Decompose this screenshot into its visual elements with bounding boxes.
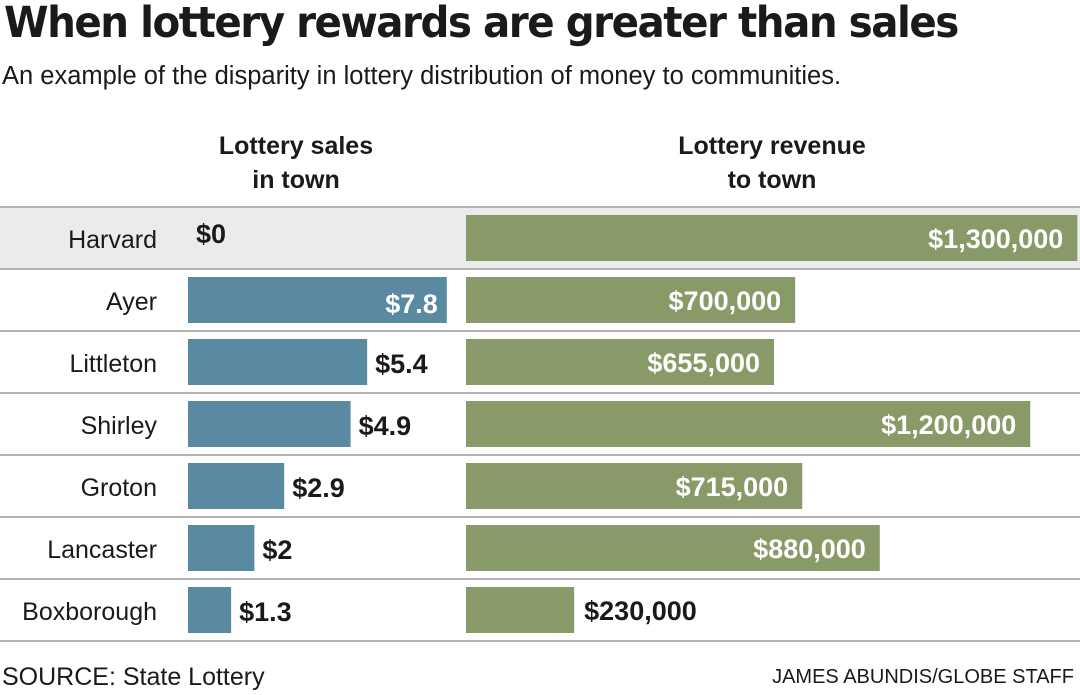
sales-value-label: $1.3 [239,597,292,627]
revenue-value-label: $880,000 [753,534,866,564]
sales-header-line1: Lottery sales [218,132,374,160]
credit-line: JAMES ABUNDIS/GLOBE STAFF [772,666,1074,688]
revenue-bar-harvard [466,215,1078,261]
row-label: Harvard [68,226,157,254]
chart-subtitle: An example of the disparity in lottery d… [2,62,842,90]
revenue-value-label: $655,000 [647,348,760,378]
sales-value-label: $2.9 [292,473,345,503]
row-label: Ayer [106,288,157,316]
row-label: Lancaster [47,536,157,564]
chart-title: When lottery rewards are greater than sa… [4,0,959,48]
row-label: Groton [81,474,157,502]
row-label: Boxborough [22,598,157,626]
sales-value-label: $7.8 [385,289,438,319]
sales-bar-lancaster [188,525,255,571]
sales-column-header: Lottery sales in town [186,129,406,197]
revenue-bar-ayer [466,277,796,323]
revenue-value-label: $230,000 [584,596,697,626]
sales-bar-boxborough [188,587,232,633]
revenue-column-header: Lottery revenue to town [612,129,932,197]
revenue-bar-groton [466,463,803,509]
sales-value-label: $0 [196,219,226,249]
source-note: SOURCE: State Lottery [2,663,265,691]
row-label: Shirley [81,412,158,440]
sales-value-label: $2 [262,535,292,565]
revenue-header-line1: Lottery revenue [678,132,866,160]
revenue-value-label: $1,300,000 [928,224,1063,254]
revenue-value-label: $715,000 [676,472,789,502]
sales-bar-littleton [188,339,368,385]
revenue-bar-shirley [466,401,1031,447]
row-label: Littleton [69,350,157,378]
revenue-bar-lancaster [466,525,880,571]
sales-bar-ayer [188,277,447,323]
sales-value-label: $4.9 [359,411,412,441]
sales-bar-shirley [188,401,351,447]
revenue-value-label: $1,200,000 [881,410,1016,440]
sales-value-label: $5.4 [375,349,428,379]
revenue-bar-boxborough [466,587,575,633]
revenue-value-label: $700,000 [669,286,782,316]
sales-bar-groton [188,463,285,509]
revenue-header-line2: to town [727,166,817,194]
sales-header-line2: in town [252,166,340,194]
revenue-bar-littleton [466,339,774,385]
